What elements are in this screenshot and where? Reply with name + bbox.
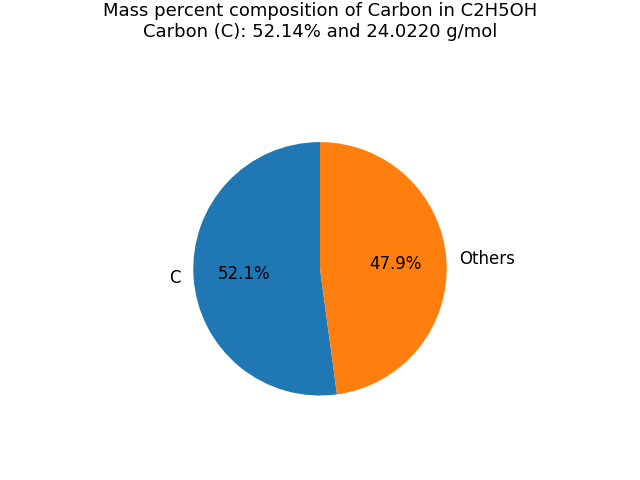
- Title: Mass percent composition of Carbon in C2H5OH
Carbon (C): 52.14% and 24.0220 g/mo: Mass percent composition of Carbon in C2…: [103, 2, 537, 41]
- Text: 52.1%: 52.1%: [218, 265, 271, 283]
- Text: C: C: [170, 269, 181, 287]
- Text: Others: Others: [459, 251, 515, 268]
- Wedge shape: [193, 142, 337, 396]
- Wedge shape: [320, 142, 447, 395]
- Text: 47.9%: 47.9%: [370, 255, 422, 273]
